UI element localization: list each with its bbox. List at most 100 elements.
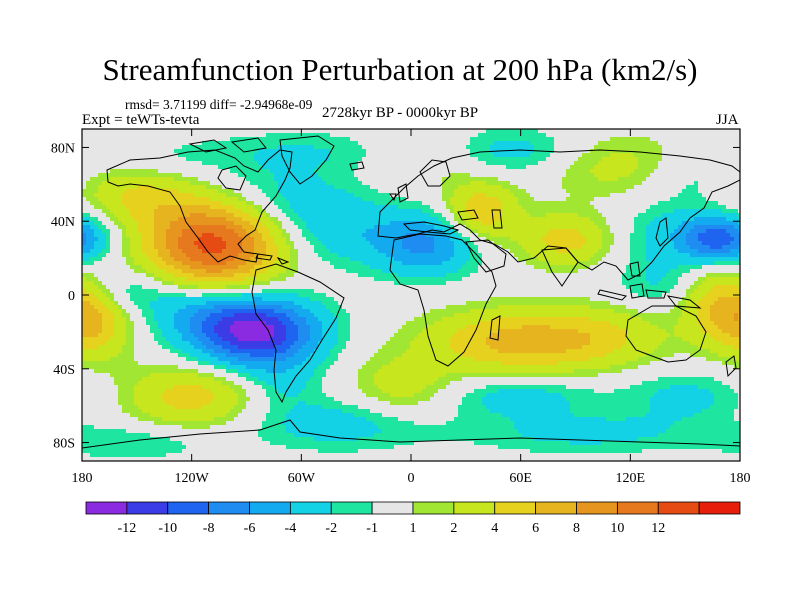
field-cell (442, 133, 447, 138)
field-cell (562, 137, 567, 142)
field-cell (450, 221, 455, 226)
field-cell (138, 201, 143, 206)
field-cell (434, 133, 439, 138)
field-cell (434, 205, 439, 210)
field-cell (506, 189, 511, 194)
field-cell (606, 137, 611, 142)
field-cell (538, 245, 543, 250)
field-cell (106, 197, 111, 202)
field-cell (166, 149, 171, 154)
field-cell (674, 161, 679, 166)
field-cell (726, 209, 731, 214)
field-cell (366, 129, 371, 134)
field-cell (494, 217, 499, 222)
field-cell (574, 205, 579, 210)
field-cell (350, 237, 355, 242)
field-cell (738, 205, 740, 210)
field-cell (166, 137, 171, 142)
field-cell (322, 145, 327, 150)
field-cell (430, 161, 435, 166)
field-cell (526, 169, 531, 174)
field-cell (286, 157, 291, 162)
field-cell (102, 173, 107, 178)
field-cell (258, 137, 263, 142)
field-cell (646, 141, 651, 146)
field-cell (98, 213, 103, 218)
field-cell (234, 225, 239, 230)
field-cell (158, 161, 163, 166)
field-cell (650, 213, 655, 218)
field-cell (414, 189, 419, 194)
field-cell (98, 217, 103, 222)
field-cell (514, 153, 519, 158)
field-cell (298, 233, 303, 238)
field-cell (262, 169, 267, 174)
field-cell (234, 245, 239, 250)
field-cell (326, 161, 331, 166)
field-cell (554, 205, 559, 210)
field-cell (538, 165, 543, 170)
field-cell (322, 177, 327, 182)
field-cell (678, 173, 683, 178)
field-cell (242, 201, 247, 206)
field-cell (118, 249, 123, 254)
field-cell (494, 237, 499, 242)
field-cell (338, 157, 343, 162)
field-cell (430, 193, 435, 198)
field-cell (590, 229, 595, 234)
field-cell (114, 161, 119, 166)
field-cell (406, 189, 411, 194)
field-cell (182, 169, 187, 174)
field-cell (394, 173, 399, 178)
field-cell (606, 177, 611, 182)
field-cell (330, 241, 335, 246)
field-cell (146, 157, 151, 162)
field-cell (82, 177, 87, 182)
field-cell (402, 189, 407, 194)
field-cell (654, 217, 659, 222)
field-cell (522, 241, 527, 246)
field-cell (406, 169, 411, 174)
field-cell (174, 133, 179, 138)
field-cell (430, 185, 435, 190)
field-cell (158, 241, 163, 246)
field-cell (526, 197, 531, 202)
field-cell (602, 129, 607, 134)
field-cell (362, 165, 367, 170)
field-cell (118, 185, 123, 190)
field-cell (674, 225, 679, 230)
field-cell (498, 197, 503, 202)
field-cell (234, 173, 239, 178)
field-cell (590, 225, 595, 230)
field-cell (94, 249, 99, 254)
field-cell (166, 181, 171, 186)
field-cell (682, 177, 687, 182)
field-cell (126, 189, 131, 194)
field-cell (202, 213, 207, 218)
field-cell (426, 233, 431, 238)
field-cell (418, 193, 423, 198)
field-cell (562, 213, 567, 218)
field-cell (590, 217, 595, 222)
field-cell (734, 181, 739, 186)
field-cell (458, 225, 463, 230)
field-cell (582, 237, 587, 242)
field-cell (730, 209, 735, 214)
field-cell (266, 241, 271, 246)
field-cell (126, 241, 131, 246)
field-cell (162, 225, 167, 230)
field-cell (306, 153, 311, 158)
field-cell (322, 141, 327, 146)
field-cell (702, 233, 707, 238)
field-cell (118, 173, 123, 178)
field-cell (362, 173, 367, 178)
field-cell (314, 133, 319, 138)
field-cell (318, 165, 323, 170)
field-cell (374, 173, 379, 178)
field-cell (318, 193, 323, 198)
field-cell (318, 177, 323, 182)
field-cell (194, 177, 199, 182)
field-cell (250, 165, 255, 170)
field-cell (450, 217, 455, 222)
field-cell (230, 185, 235, 190)
